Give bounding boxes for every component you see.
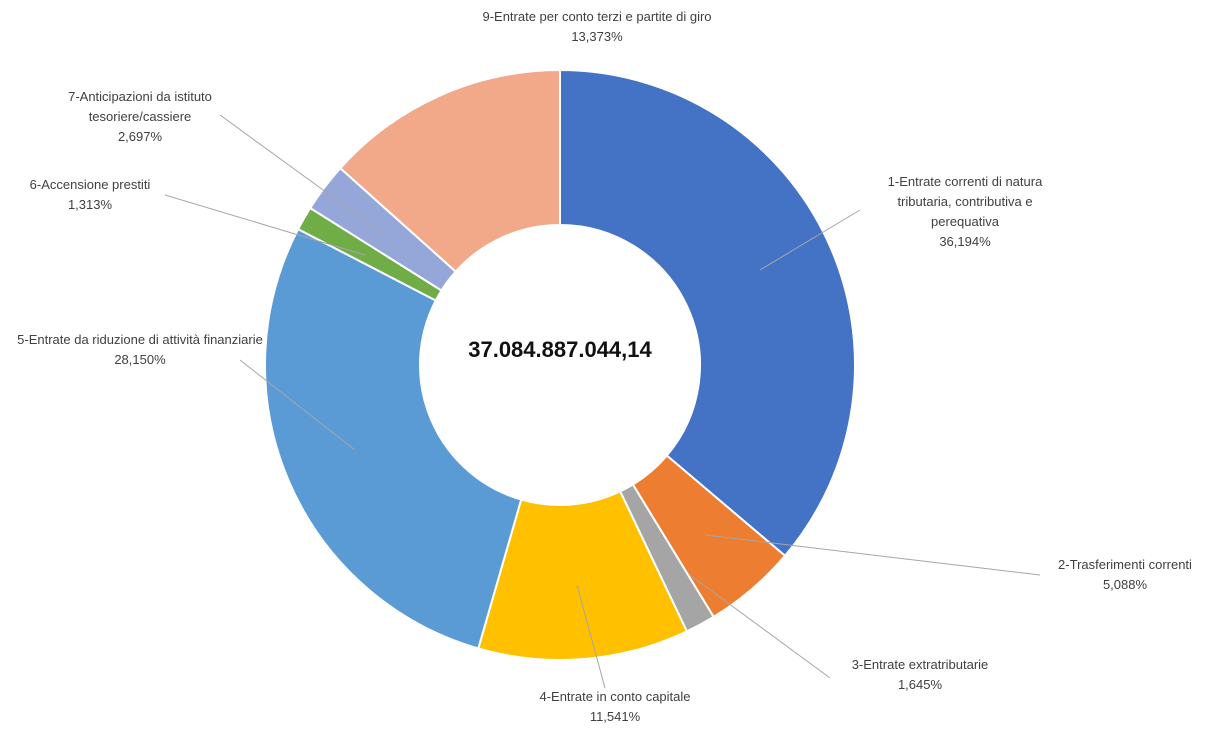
- data-label: 1-Entrate correnti di natura tributaria,…: [865, 172, 1065, 252]
- leader-line: [576, 584, 606, 689]
- value-label: 13,373%: [571, 29, 623, 44]
- value-label: 28,150%: [114, 352, 166, 367]
- data-label: 9-Entrate per conto terzi e partite di g…: [457, 7, 737, 47]
- data-label: 2-Trasferimenti correnti 5,088%: [1035, 555, 1215, 595]
- value-label: 1,645%: [897, 677, 943, 692]
- data-label: 4-Entrate in conto capitale 11,541%: [515, 687, 715, 727]
- donut-slice: [338, 68, 561, 273]
- leader-line: [704, 534, 1041, 576]
- category-name: 2-Trasferimenti correnti: [1058, 557, 1192, 572]
- value-label: 1,313%: [67, 197, 113, 212]
- value-label: 36,194%: [939, 234, 991, 249]
- donut-slice: [264, 227, 523, 650]
- data-label: 5-Entrate da riduzione di attività finan…: [5, 330, 275, 370]
- center-total: 37.084.887.044,14: [468, 337, 652, 362]
- category-name: 9-Entrate per conto terzi e partite di g…: [482, 9, 712, 24]
- data-label: 3-Entrate extratributarie 1,645%: [820, 655, 1020, 695]
- leader-line: [689, 574, 831, 679]
- leader-line: [239, 359, 356, 451]
- category-name: 5-Entrate da riduzione di attività finan…: [17, 332, 263, 347]
- value-label: 2,697%: [117, 129, 163, 144]
- data-label: 6-Accensione prestiti 1,313%: [10, 175, 170, 215]
- category-name: 6-Accensione prestiti: [29, 177, 151, 192]
- category-name: 1-Entrate correnti di natura tributaria,…: [887, 174, 1043, 229]
- category-name: 4-Entrate in conto capitale: [539, 689, 691, 704]
- value-label: 5,088%: [1102, 577, 1148, 592]
- category-name: 7-Anticipazioni da istituto tesoriere/ca…: [68, 89, 212, 124]
- leader-line: [219, 114, 386, 236]
- leader-line: [164, 194, 366, 256]
- donut-slice: [559, 68, 856, 558]
- leader-line: [759, 209, 861, 271]
- category-name: 3-Entrate extratributarie: [851, 657, 989, 672]
- value-label: 11,541%: [589, 709, 641, 724]
- data-label: 7-Anticipazioni da istituto tesoriere/ca…: [40, 87, 240, 147]
